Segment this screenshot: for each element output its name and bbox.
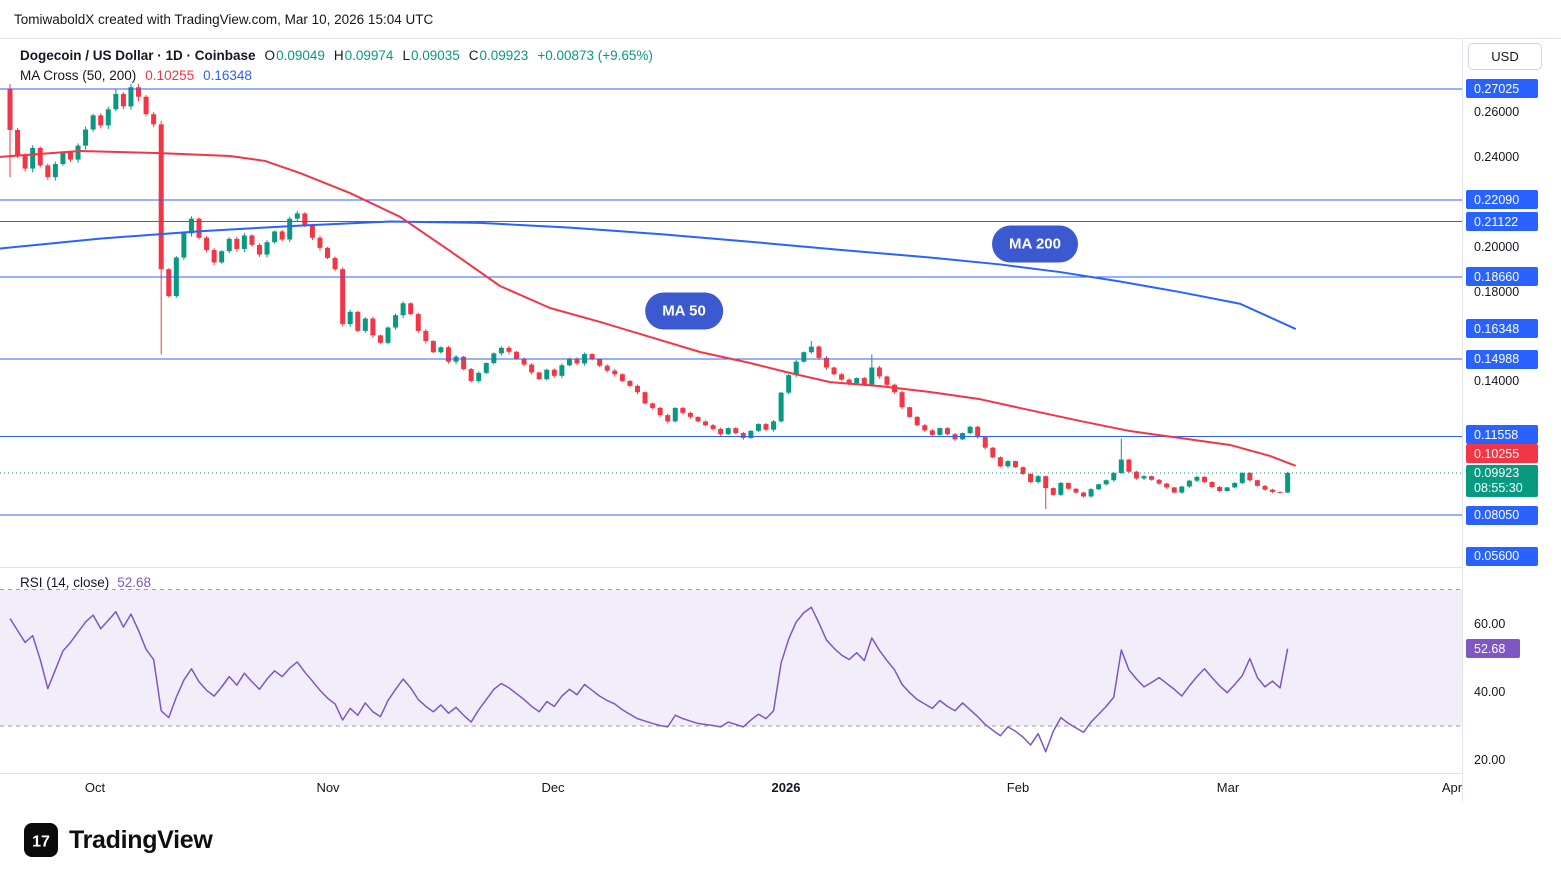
price-level-badge: 0.10255: [1466, 444, 1538, 464]
ma-cross-value-200: 0.16348: [203, 67, 252, 83]
price-level-badge: 0.14988: [1466, 349, 1538, 369]
price-level-badge: 0.16348: [1466, 319, 1538, 339]
rsi-title[interactable]: RSI (14, close): [20, 575, 110, 590]
time-axis-label: Feb: [1006, 780, 1030, 795]
time-axis-label: Mar: [1216, 780, 1240, 795]
symbol-title[interactable]: Dogecoin / US Dollar · 1D · Coinbase: [20, 47, 256, 63]
rsi-axis-tick: 60.00: [1474, 616, 1506, 631]
price-level-badge: 0.11558: [1466, 425, 1538, 445]
price-chart-canvas[interactable]: [0, 39, 1462, 566]
ohlc-open: O0.09049: [265, 48, 325, 63]
tradingview-wordmark[interactable]: TradingView: [69, 825, 213, 854]
ma200-label[interactable]: MA 200: [992, 225, 1078, 263]
change-value: +0.00873 (+9.65%): [537, 47, 653, 63]
symbol-legend-row: Dogecoin / US Dollar · 1D · Coinbase O0.…: [20, 45, 653, 65]
chart-area: Dogecoin / US Dollar · 1D · Coinbase O0.…: [0, 38, 1561, 801]
price-scale[interactable]: USD 0.26000 0.24000 0.20000 0.18000 0.14000 6…: [1462, 39, 1561, 801]
pane-separator[interactable]: [0, 567, 1561, 568]
high-label: H: [333, 47, 344, 63]
price-level-badge: 0.08050: [1466, 505, 1538, 525]
credit-text: TomiwaboldX created with TradingView.com…: [0, 0, 1561, 38]
rsi-value-badge: 52.68: [1466, 639, 1520, 659]
close-value: 0.09923: [479, 47, 529, 63]
price-level-badge: 0.22090: [1466, 190, 1538, 210]
time-axis-label: Oct: [84, 780, 106, 795]
ohlc-low: L0.09035: [402, 48, 459, 63]
rsi-value: 52.68: [117, 575, 152, 590]
rsi-pane[interactable]: RSI (14, close) 52.68: [0, 569, 1462, 774]
rsi-axis-tick: 20.00: [1474, 753, 1506, 768]
low-value: 0.09035: [410, 47, 460, 63]
footer: 17 TradingView: [24, 818, 213, 862]
rsi-legend: RSI (14, close) 52.68: [20, 575, 151, 590]
currency-toggle-button[interactable]: USD: [1468, 43, 1542, 70]
time-axis-label: Nov: [316, 780, 340, 795]
ma50-label[interactable]: MA 50: [645, 292, 723, 330]
price-level-badge: 0.05600: [1466, 546, 1538, 566]
price-axis-tick: 0.20000: [1474, 239, 1520, 254]
time-axis-label: Dec: [541, 780, 565, 795]
price-axis-tick: 0.24000: [1474, 149, 1520, 164]
svg-text:17: 17: [32, 834, 50, 851]
chart-legend: Dogecoin / US Dollar · 1D · Coinbase O0.…: [20, 45, 653, 85]
high-value: 0.09974: [344, 47, 394, 63]
ohlc-high: H0.09974: [334, 48, 394, 63]
price-axis-tick: 0.14000: [1474, 374, 1520, 389]
ohlc-close: C0.09923: [469, 48, 529, 63]
time-axis-label: Apr: [1441, 780, 1463, 795]
ma-cross-title[interactable]: MA Cross (50, 200): [20, 67, 137, 83]
main-chart-pane[interactable]: Dogecoin / US Dollar · 1D · Coinbase O0.…: [0, 39, 1462, 566]
time-axis[interactable]: Oct Nov Dec 2026 Feb Mar Apr: [0, 773, 1561, 801]
price-axis-tick: 0.18000: [1474, 284, 1520, 299]
price-level-badge: 0.27025: [1466, 79, 1538, 99]
rsi-axis-tick: 40.00: [1474, 685, 1506, 699]
ma-cross-legend-row: MA Cross (50, 200) 0.10255 0.16348: [20, 65, 653, 85]
ma-cross-value-50: 0.10255: [145, 67, 195, 83]
price-level-badge: 0.18660: [1466, 267, 1538, 287]
close-label: C: [468, 47, 479, 63]
rsi-chart-canvas[interactable]: [0, 569, 1462, 774]
open-value: 0.09049: [276, 47, 325, 63]
bar-countdown: 08:55:30: [1474, 480, 1523, 495]
time-axis-label: 2026: [771, 780, 801, 795]
price-axis-tick: 0.26000: [1474, 105, 1520, 119]
low-label: L: [402, 47, 410, 63]
last-price-badge: 0.09923 08:55:30: [1466, 464, 1538, 497]
price-level-badge: 0.21122: [1466, 212, 1538, 231]
open-label: O: [264, 47, 276, 63]
tradingview-logo-icon[interactable]: 17: [24, 823, 58, 857]
